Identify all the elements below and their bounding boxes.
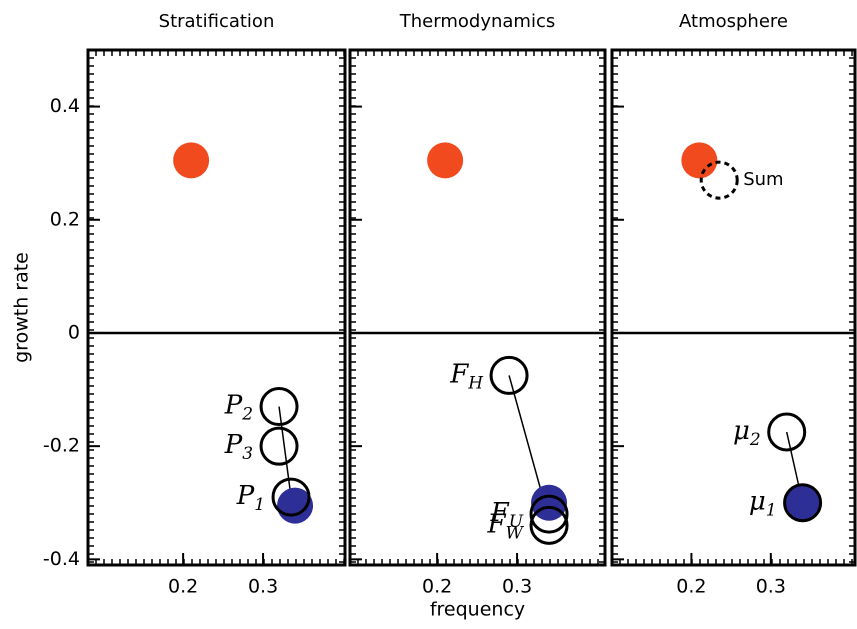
point-label: P1 [236, 481, 265, 514]
panel-title: Atmosphere [679, 11, 788, 32]
point [531, 484, 568, 521]
label-subscript: 1 [766, 500, 777, 520]
panel-frame [86, 48, 347, 567]
point [271, 477, 311, 517]
x-axis-label: frequency [430, 599, 525, 621]
point-label: FU [490, 498, 524, 532]
panel-frame [348, 48, 607, 567]
point [427, 142, 464, 179]
x-tick-label: 0.3 [756, 576, 786, 598]
panel-frame [610, 48, 857, 567]
point-label: μ2 [733, 416, 761, 450]
point [259, 387, 299, 427]
label-symbol: μ [733, 416, 750, 446]
label-subscript: 1 [254, 495, 265, 515]
label-subscript: 2 [749, 430, 761, 450]
y-tick-label: -0.4 [43, 548, 80, 570]
x-tick-label: 0.2 [422, 576, 452, 598]
y-tick-label: 0.4 [50, 95, 80, 117]
x-tick-label: 0.3 [248, 576, 278, 598]
point-note: Sum [743, 169, 783, 190]
point [489, 355, 529, 395]
point [529, 505, 569, 545]
point [173, 142, 210, 179]
label-symbol: μ [749, 487, 766, 517]
connector-line [278, 406, 292, 498]
y-tick-label: 0 [68, 321, 80, 343]
label-symbol: F [487, 509, 507, 539]
point [681, 142, 718, 179]
x-tick-label: 0.2 [676, 576, 706, 598]
point-label: P2 [224, 391, 253, 425]
label-symbol: P [224, 391, 243, 421]
point-label: P3 [224, 430, 253, 464]
panel-title: Stratification [159, 11, 275, 32]
y-tick-label: -0.2 [43, 435, 80, 457]
label-subscript: U [509, 512, 524, 532]
label-symbol: F [490, 498, 510, 528]
x-tick-label: 0.3 [502, 576, 532, 598]
point-label: FH [449, 359, 484, 393]
label-subscript: W [506, 523, 525, 543]
label-subscript: 3 [242, 444, 253, 464]
label-subscript: 2 [241, 404, 253, 424]
label-subscript: H [467, 373, 484, 393]
panel-title: Thermodynamics [399, 11, 555, 32]
point [699, 160, 739, 200]
x-tick-label: 0.2 [168, 576, 198, 598]
point-label: FW [487, 509, 525, 543]
point [783, 483, 823, 523]
label-symbol: P [224, 430, 243, 460]
label-symbol: F [449, 359, 469, 389]
y-axis-label: growth rate [11, 252, 33, 363]
y-tick-label: 0.2 [50, 208, 80, 230]
point [529, 494, 569, 534]
label-symbol: P [236, 481, 255, 511]
point [259, 426, 299, 466]
point-label: μ1 [749, 487, 777, 521]
point [767, 412, 807, 452]
